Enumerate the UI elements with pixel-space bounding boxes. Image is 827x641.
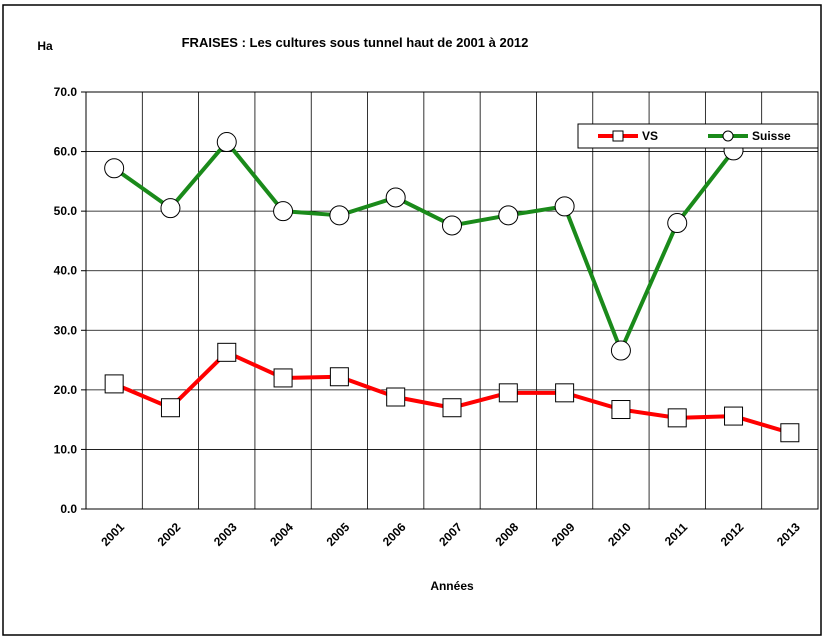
y-tick-label: 70.0 [54,85,78,99]
marker-circle [216,132,237,153]
y-tick-label: 60.0 [54,145,78,159]
y-tick-label: 10.0 [54,442,78,456]
y-tick-label: 30.0 [54,323,78,337]
marker-square [555,383,575,403]
x-axis-label: Années [430,579,474,593]
marker-square [160,398,180,418]
marker-square [667,408,687,428]
marker-circle [610,340,631,361]
legend-label: Suisse [752,129,791,143]
marker-square [780,423,800,443]
plot-area [85,91,819,510]
marker-circle [160,198,181,219]
marker-circle [329,205,350,226]
marker-square [104,374,124,394]
marker-square [724,406,744,426]
series-line [112,140,736,353]
y-axis-label: Ha [37,39,53,53]
marker-circle [554,196,575,217]
marker-square [386,387,406,407]
marker-circle [442,215,462,236]
marker-square [611,400,631,420]
y-tick-label: 20.0 [54,383,78,397]
marker-circle [667,213,688,234]
y-tick-label: 50.0 [54,204,78,218]
legend-label: VS [642,129,658,143]
legend-marker [612,130,624,142]
chart-title: FRAISES : Les cultures sous tunnel haut … [182,35,529,50]
y-tick-label: 40.0 [54,264,78,278]
marker-square [273,368,293,388]
marker-circle [104,158,125,179]
marker-square [217,342,237,362]
legend-marker [722,130,734,142]
marker-square [329,367,349,387]
marker-circle [385,187,406,208]
marker-square [498,383,518,403]
y-tick-label: 0.0 [60,502,77,516]
marker-circle [498,205,519,226]
marker-circle [273,201,294,222]
marker-square [442,398,462,418]
